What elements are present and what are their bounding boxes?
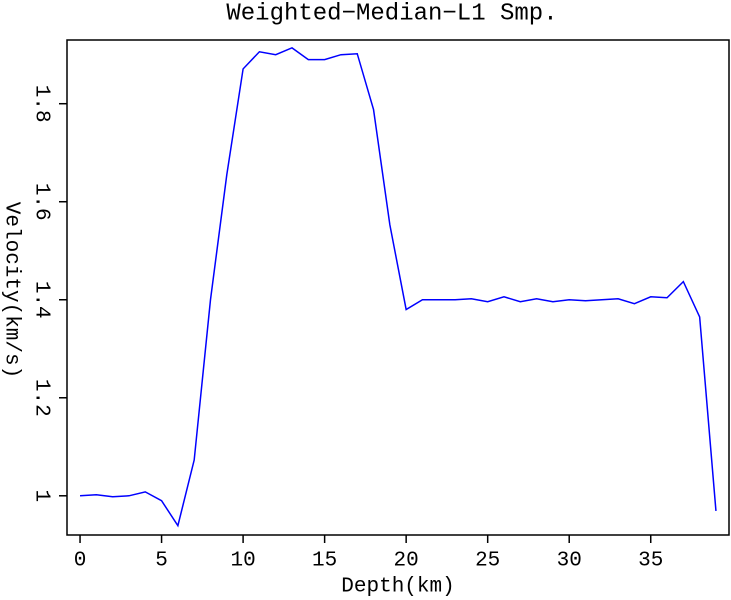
chart-title: Weighted−Median−L1 Smp. — [226, 0, 557, 27]
y-tick-label: 1.8 — [29, 85, 52, 123]
data-line — [79, 46, 717, 528]
y-tick-label: 1.4 — [29, 281, 52, 319]
x-tick-label: 15 — [312, 550, 337, 573]
x-axis-label: Depth(km) — [341, 576, 454, 599]
x-tick-label: 25 — [475, 550, 500, 573]
x-tick-label: 30 — [557, 550, 582, 573]
y-tick-label: 1.6 — [29, 183, 52, 221]
x-tick-label: 20 — [394, 550, 419, 573]
x-tick-label: 35 — [638, 550, 663, 573]
x-tick-label: 5 — [155, 550, 168, 573]
y-axis-label: Velocity(km/s) — [0, 202, 22, 378]
y-tick-label: 1 — [29, 489, 52, 502]
x-tick-label: 10 — [230, 550, 255, 573]
plot-frame — [66, 39, 730, 536]
x-tick-label: 0 — [74, 550, 87, 573]
y-tick-label: 1.2 — [29, 379, 52, 417]
